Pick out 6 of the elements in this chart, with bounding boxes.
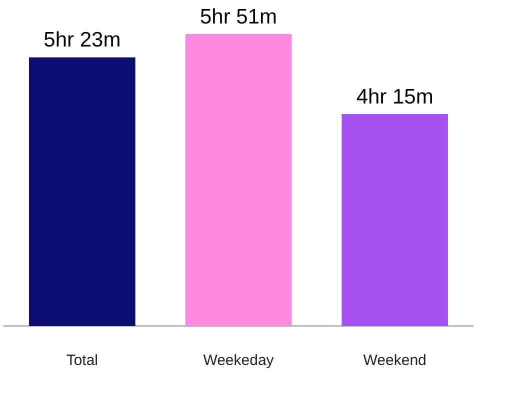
annotation: 4hr 15m [356,85,434,108]
x-tick-label: Weekeday [203,352,274,370]
annotation: 5hr 51m [200,5,278,28]
x-tick-label: Weekend [363,352,426,370]
annotation: 5hr 23m [44,28,121,52]
x-tick-label: Total [66,352,98,370]
